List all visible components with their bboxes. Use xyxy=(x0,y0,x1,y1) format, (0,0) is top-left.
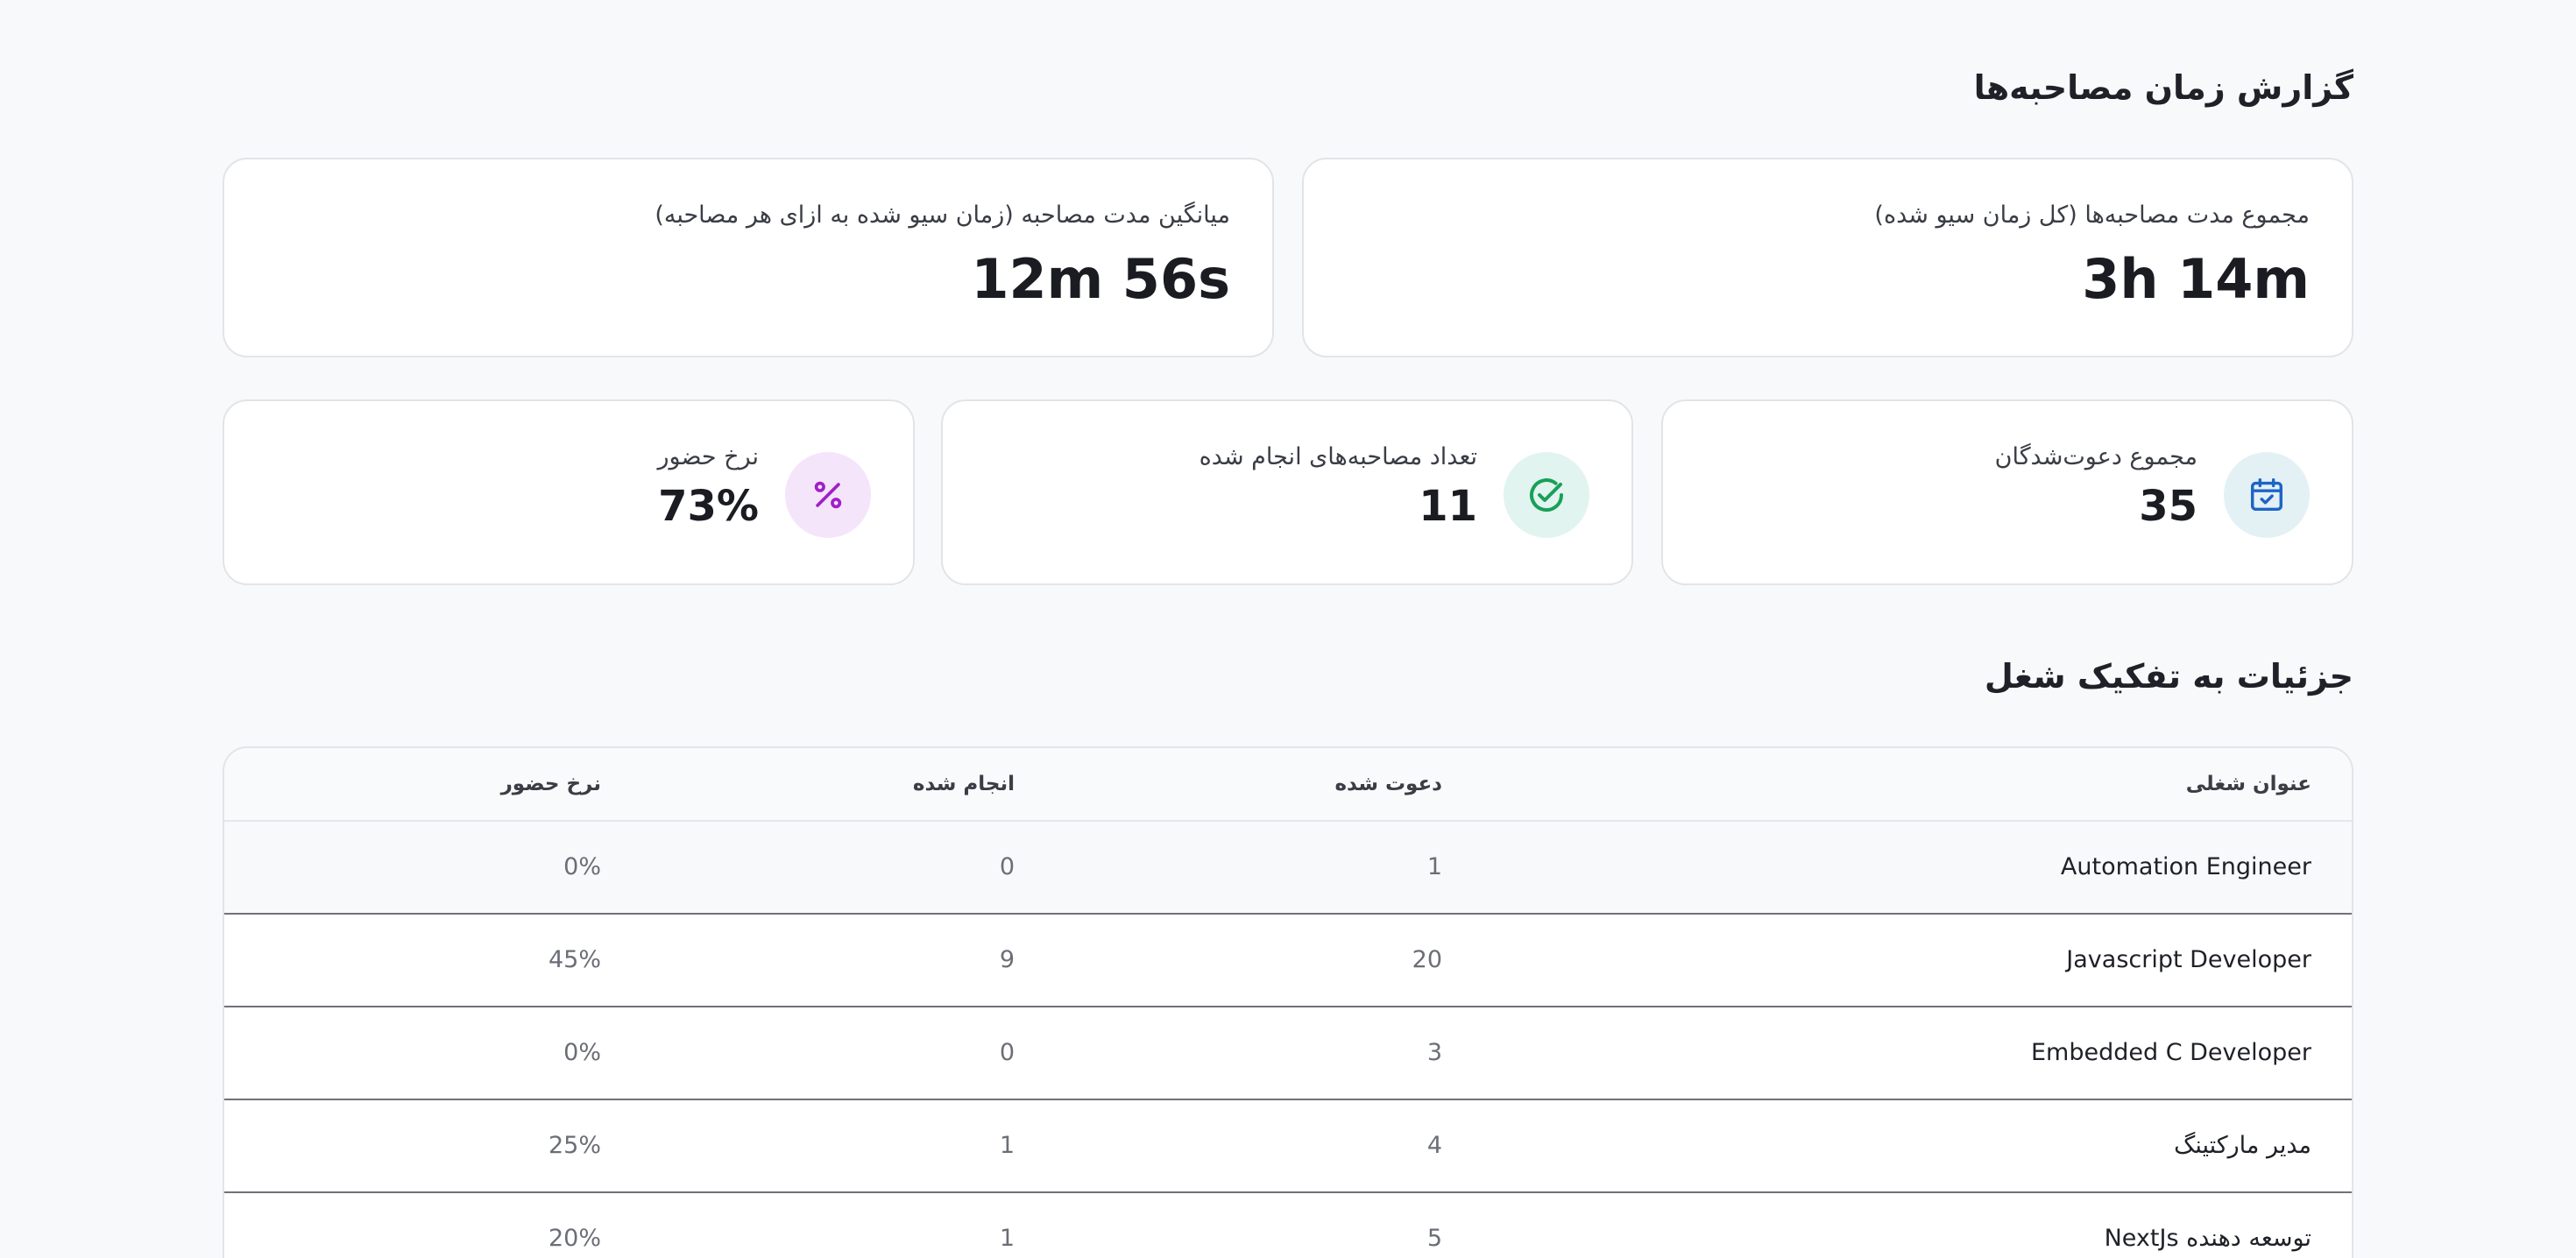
column-header-job-title: عنوان شغلی xyxy=(2185,773,2311,795)
cell-rate: 0% xyxy=(563,853,601,880)
cell-job-title: توسعه دهنده NextJs xyxy=(2104,1225,2311,1252)
column-header-done: انجام شده xyxy=(912,773,1015,795)
cell-invited: 1 xyxy=(1426,853,1442,880)
calendar-check-icon xyxy=(2224,452,2310,538)
cell-invited: 3 xyxy=(1426,1039,1442,1066)
invited-stat-label: مجموع دعوت‌شدگان xyxy=(1994,443,2197,470)
total-duration-card: مجموع مدت مصاحبه‌ها (کل زمان سیو شده) 3h… xyxy=(1302,158,2353,357)
cell-invited: 5 xyxy=(1426,1225,1442,1252)
cell-rate: 20% xyxy=(548,1225,601,1252)
cell-done: 1 xyxy=(999,1132,1015,1159)
attendance-stat-value: 73% xyxy=(658,482,759,531)
cell-done: 0 xyxy=(999,1039,1015,1066)
avg-duration-value: 12m 56s xyxy=(971,247,1230,311)
invited-stat-value: 35 xyxy=(2139,482,2197,531)
cell-job-title: Automation Engineer xyxy=(2060,853,2311,880)
completed-stat-value: 11 xyxy=(1419,482,1477,531)
cell-done: 0 xyxy=(999,853,1015,880)
cell-job-title: Javascript Developer xyxy=(2066,946,2311,973)
table-row: مدیر مارکتینگ 4 1 25% xyxy=(224,1100,2352,1193)
cell-rate: 0% xyxy=(563,1039,601,1066)
table-row: توسعه دهنده NextJs 5 1 20% xyxy=(224,1193,2352,1258)
cell-rate: 25% xyxy=(548,1132,601,1159)
cell-rate: 45% xyxy=(548,946,601,973)
table-row: Javascript Developer 20 9 45% xyxy=(224,915,2352,1007)
total-duration-label: مجموع مدت مصاحبه‌ها (کل زمان سیو شده) xyxy=(1874,201,2310,229)
completed-stat-label: تعداد مصاحبه‌های انجام شده xyxy=(1199,443,1477,470)
check-circle-icon xyxy=(1504,452,1589,538)
job-details-table: عنوان شغلی دعوت شده انجام شده نرخ حضور A… xyxy=(223,746,2353,1258)
table-header: عنوان شغلی دعوت شده انجام شده نرخ حضور xyxy=(224,748,2352,822)
column-header-invited: دعوت شده xyxy=(1334,773,1442,795)
completed-stat-card: تعداد مصاحبه‌های انجام شده 11 xyxy=(941,399,1633,585)
table-row: Automation Engineer 1 0 0% xyxy=(224,822,2352,915)
cell-job-title: مدیر مارکتینگ xyxy=(2174,1132,2311,1159)
cell-done: 1 xyxy=(999,1225,1015,1252)
invited-stat-card: مجموع دعوت‌شدگان 35 xyxy=(1661,399,2353,585)
cell-job-title: Embedded C Developer xyxy=(2030,1039,2311,1066)
attendance-stat-label: نرخ حضور xyxy=(657,443,759,470)
details-title: جزئیات به تفکیک شغل xyxy=(1984,657,2353,696)
avg-duration-card: میانگین مدت مصاحبه (زمان سیو شده به ازای… xyxy=(223,158,1274,357)
table-row: Embedded C Developer 3 0 0% xyxy=(224,1007,2352,1100)
report-title: گزارش زمان مصاحبه‌ها xyxy=(1973,68,2353,107)
cell-done: 9 xyxy=(999,946,1015,973)
percent-icon xyxy=(785,452,871,538)
total-duration-value: 3h 14m xyxy=(2082,247,2310,311)
avg-duration-label: میانگین مدت مصاحبه (زمان سیو شده به ازای… xyxy=(655,201,1230,229)
column-header-rate: نرخ حضور xyxy=(500,773,601,795)
cell-invited: 4 xyxy=(1426,1132,1442,1159)
cell-invited: 20 xyxy=(1412,946,1442,973)
attendance-stat-card: نرخ حضور 73% xyxy=(223,399,915,585)
